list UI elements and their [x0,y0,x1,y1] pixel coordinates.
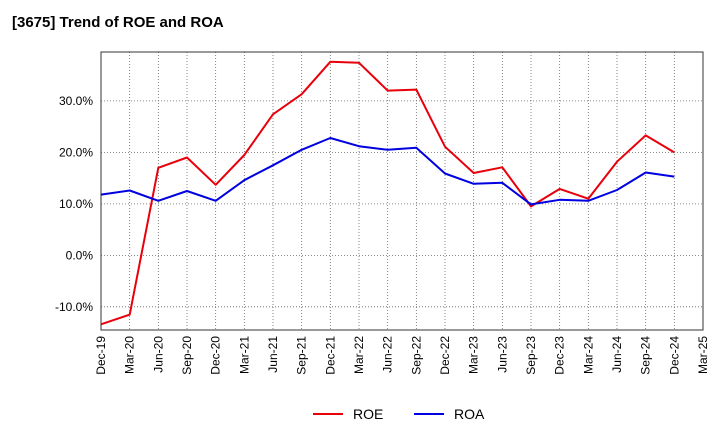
plot-area [100,51,704,331]
legend-label-roa: ROA [454,406,485,422]
x-tick-label: Dec-24 [667,336,681,375]
x-tick-label: Jun-21 [266,336,280,373]
x-tick-label: Sep-23 [524,336,538,375]
x-tick-label: Mar-21 [237,336,251,374]
x-tick-label: Mar-24 [581,336,595,374]
series-line-roe [100,60,675,326]
x-tick-label: Sep-20 [180,336,194,375]
y-axis-ticks: -10.0% 0.0% 10.0% 20.0% 30.0% [55,94,93,314]
x-tick-label: Jun-20 [151,336,165,373]
x-axis-ticks: Dec-19 Mar-20 Jun-20 Sep-20 Dec-20 Mar-21 Jun-… [94,336,710,375]
legend-label-roe: ROE [353,406,383,422]
x-tick-label: Sep-22 [409,336,423,375]
x-tick-label: Dec-23 [553,336,567,375]
x-tick-label: Dec-19 [94,336,108,375]
x-tick-label: Dec-21 [323,336,337,375]
x-tick-label: Jun-24 [610,336,624,373]
x-tick-label: Mar-23 [467,336,481,374]
series-lines [100,60,675,326]
x-tick-label: Jun-22 [381,336,395,373]
y-tick-label: 30.0% [59,94,93,108]
x-tick-label: Sep-21 [295,336,309,375]
x-tick-label: Sep-24 [639,336,653,375]
y-tick-label: -10.0% [55,300,93,314]
x-tick-label: Mar-20 [123,336,137,374]
chart-title: [3675] Trend of ROE and ROA [12,14,224,31]
x-tick-label: Mar-22 [352,336,366,374]
y-tick-label: 0.0% [66,248,94,262]
y-tick-label: 20.0% [59,145,93,159]
x-tick-label: Dec-22 [438,336,452,375]
y-tick-label: 10.0% [59,197,93,211]
series-line-roa [100,137,675,206]
x-tick-label: Mar-25 [696,336,710,374]
x-tick-label: Jun-23 [495,336,509,373]
legend: ROE ROA [313,406,485,422]
x-tick-label: Dec-20 [209,336,223,375]
